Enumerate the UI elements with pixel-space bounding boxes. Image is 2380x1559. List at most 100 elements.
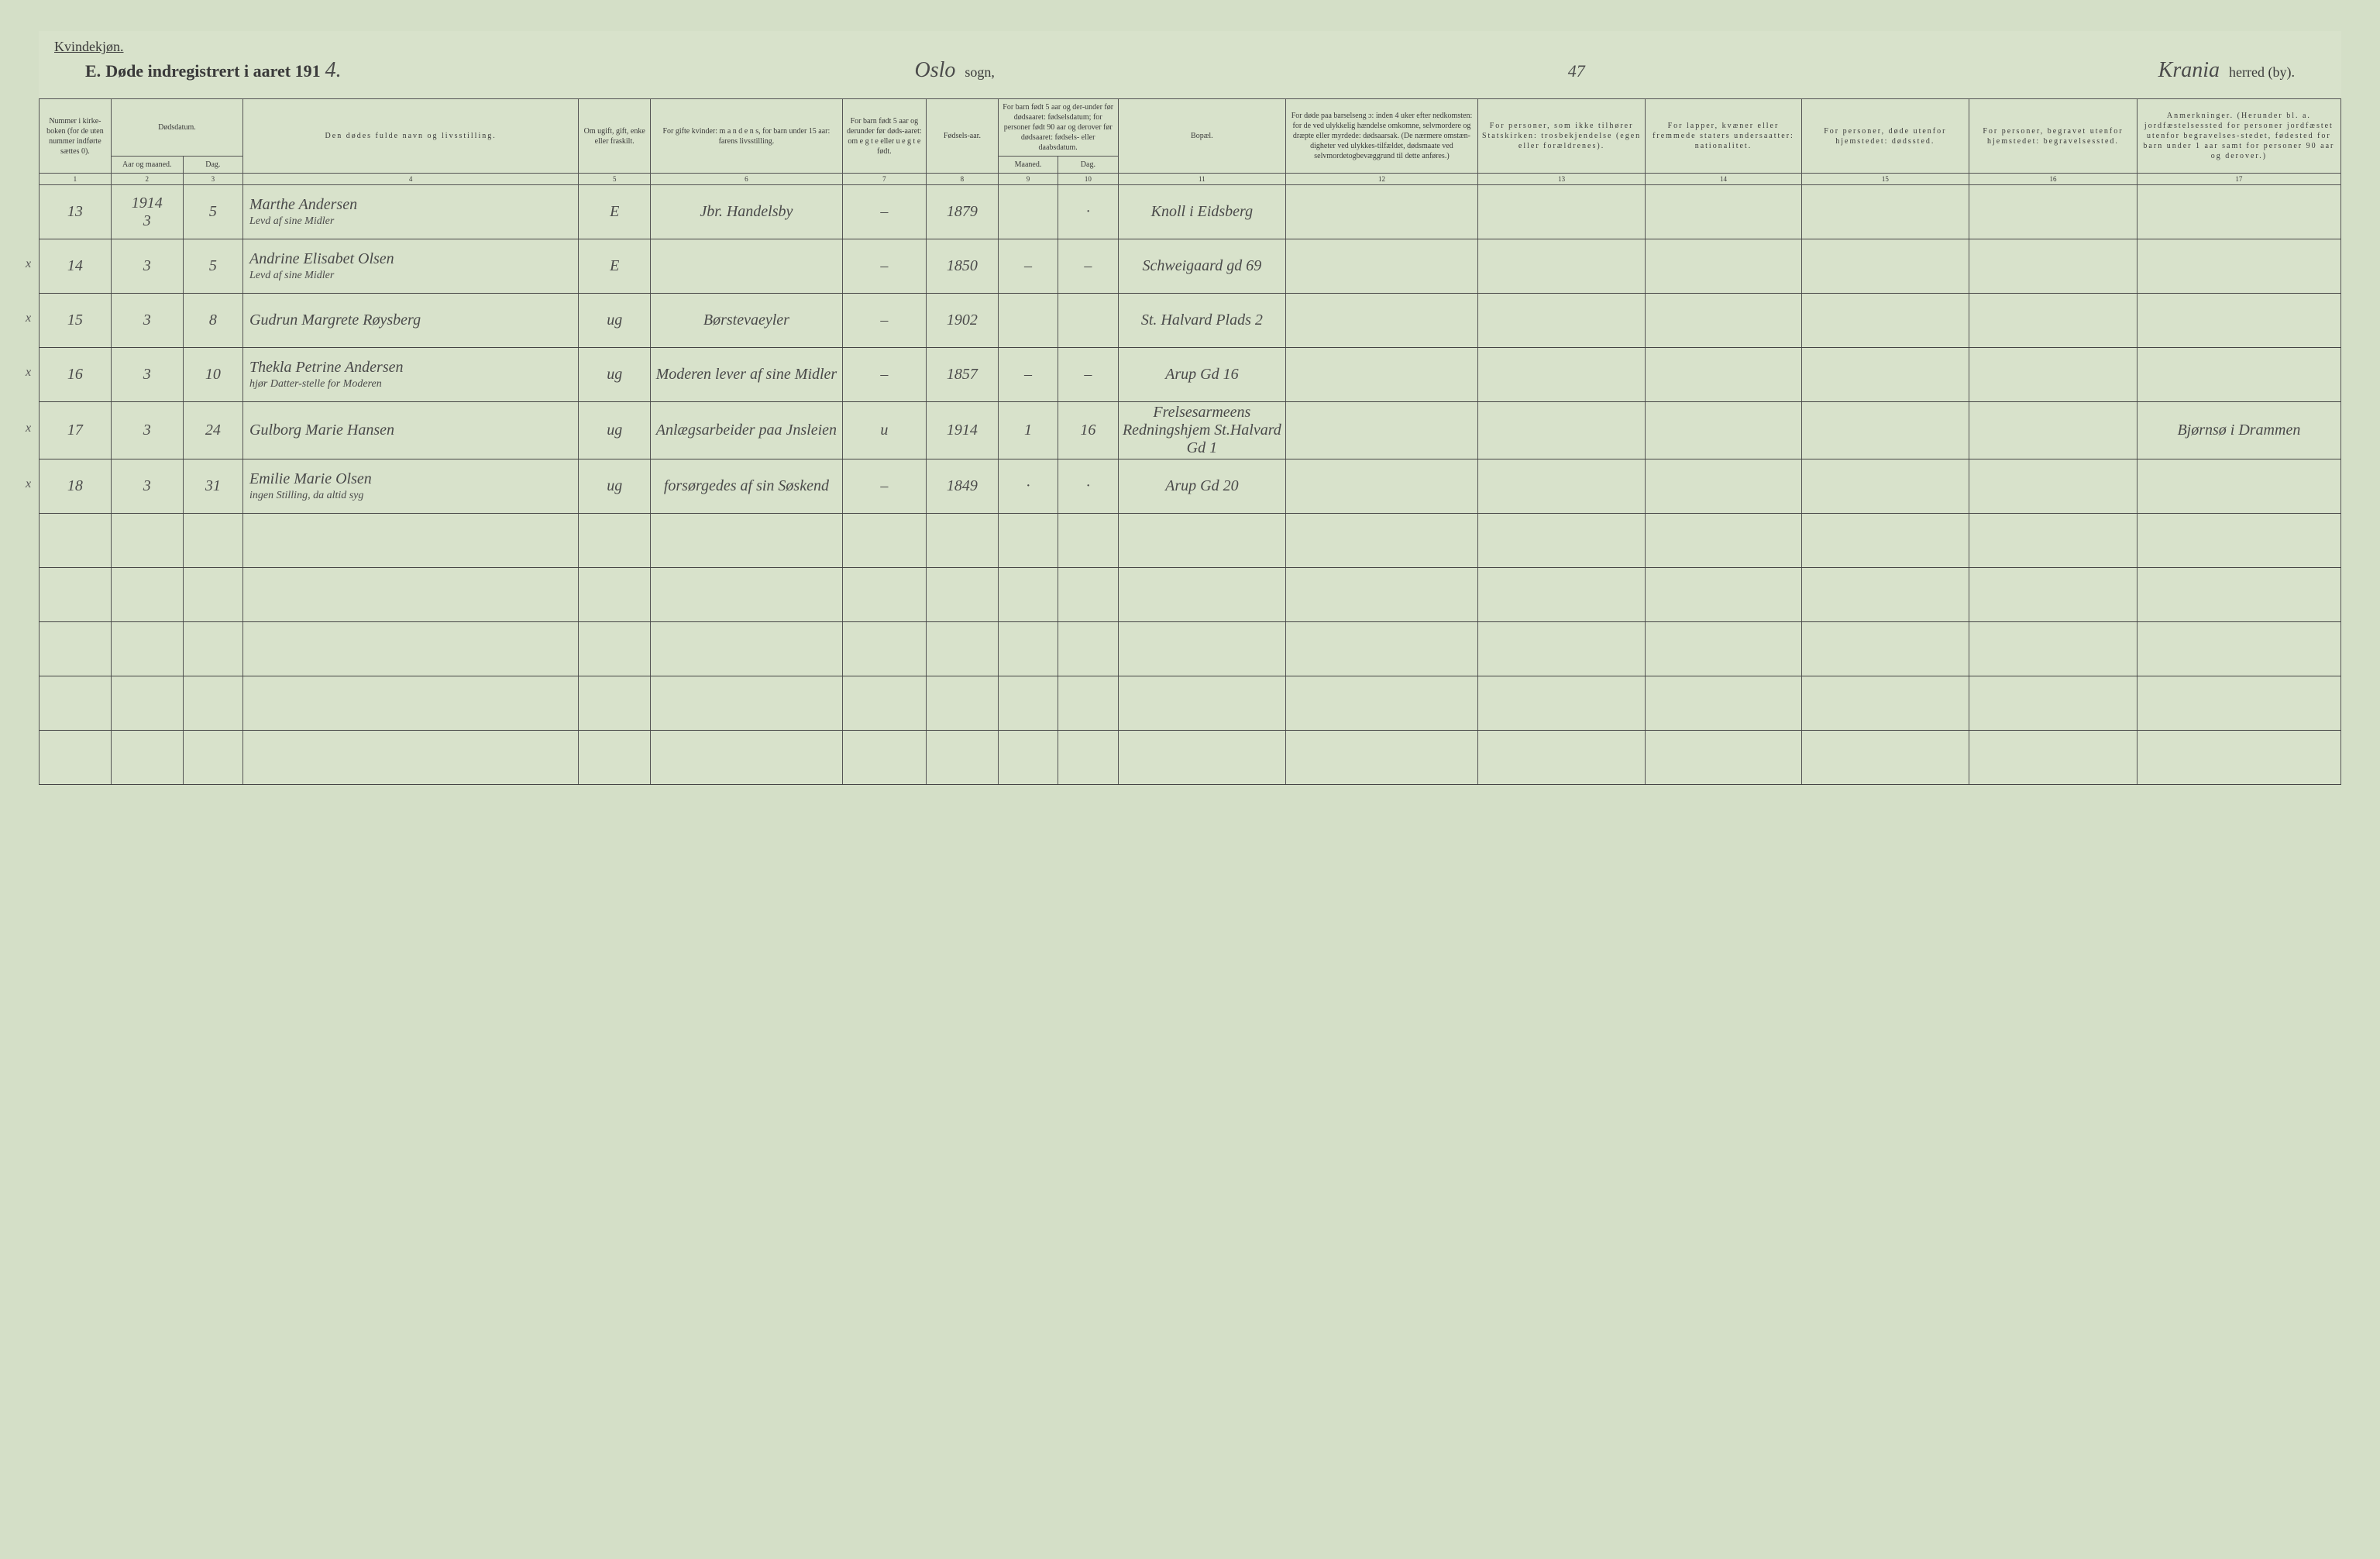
birth-year: 1914: [927, 402, 999, 459]
empty-row: [40, 568, 2341, 622]
birth-year: 1902: [927, 294, 999, 348]
gender-label: Kvindekjøn.: [54, 39, 124, 55]
row-number: x17: [40, 402, 112, 459]
mandens: forsørgedes af sin Søskend: [651, 459, 843, 514]
c17: [2137, 348, 2340, 402]
c17: [2137, 294, 2340, 348]
c16: [1969, 459, 2138, 514]
c12: [1286, 459, 1478, 514]
birth-month: [998, 294, 1058, 348]
mandens: Jbr. Handelsby: [651, 185, 843, 239]
table-row: x16310Thekla Petrine Andersenhjør Datter…: [40, 348, 2341, 402]
mandens: Børstevaeyler: [651, 294, 843, 348]
name-cell: Marthe AndersenLevd af sine Midler: [243, 185, 579, 239]
row-number: x14: [40, 239, 112, 294]
c13: [1477, 185, 1646, 239]
birth-day: ·: [1058, 185, 1118, 239]
table-header: Nummer i kirke-boken (for de uten nummer…: [40, 99, 2341, 185]
empty-row: [40, 622, 2341, 676]
c15: [1801, 459, 1969, 514]
herred-value: Krania: [2158, 58, 2220, 83]
bopael: St. Halvard Plads 2: [1118, 294, 1286, 348]
table-row: x18331Emilie Marie Olseningen Stilling, …: [40, 459, 2341, 514]
year-month: 3: [111, 402, 183, 459]
birth-day: –: [1058, 348, 1118, 402]
c12: [1286, 239, 1478, 294]
empty-row: [40, 676, 2341, 731]
table-body: 13191435Marthe AndersenLevd af sine Midl…: [40, 185, 2341, 785]
table-row: x1435Andrine Elisabet OlsenLevd af sine …: [40, 239, 2341, 294]
status: ug: [579, 402, 651, 459]
year-month: 3: [111, 348, 183, 402]
egte: –: [842, 348, 926, 402]
c15: [1801, 294, 1969, 348]
egte: –: [842, 459, 926, 514]
col-header: For personer, døde utenfor hjemstedet: d…: [1801, 99, 1969, 174]
birth-year: 1850: [927, 239, 999, 294]
name-cell: Emilie Marie Olseningen Stilling, da alt…: [243, 459, 579, 514]
col-subheader: Aar og maaned.: [111, 157, 183, 174]
year-month: 19143: [111, 185, 183, 239]
c17: [2137, 239, 2340, 294]
page-header: Kvindekjøn. E. Døde indregistrert i aare…: [39, 31, 2341, 98]
egte: u: [842, 402, 926, 459]
year-month: 3: [111, 294, 183, 348]
c14: [1646, 459, 1801, 514]
col-header: For barn født 5 aar og derunder før døds…: [842, 99, 926, 174]
name-cell: Thekla Petrine Andersenhjør Datter-stell…: [243, 348, 579, 402]
birth-year: 1879: [927, 185, 999, 239]
mandens: Anlægsarbeider paa Jnsleien: [651, 402, 843, 459]
birth-month: 1: [998, 402, 1058, 459]
c16: [1969, 239, 2138, 294]
c15: [1801, 185, 1969, 239]
title-prefix: E.: [85, 61, 101, 81]
egte: –: [842, 239, 926, 294]
row-number: x15: [40, 294, 112, 348]
c16: [1969, 348, 2138, 402]
name-cell: Gudrun Margrete Røysberg: [243, 294, 579, 348]
birth-year: 1849: [927, 459, 999, 514]
c12: [1286, 185, 1478, 239]
egte: –: [842, 294, 926, 348]
year-month: 3: [111, 459, 183, 514]
col-header: For døde paa barselseng ɔ: inden 4 uker …: [1286, 99, 1478, 174]
table-row: x1538Gudrun Margrete RøysbergugBørstevae…: [40, 294, 2341, 348]
bopael: Arup Gd 16: [1118, 348, 1286, 402]
birth-month: [998, 185, 1058, 239]
page-number: 47: [1568, 61, 1585, 81]
birth-month: –: [998, 239, 1058, 294]
title-line: E. Døde indregistrert i aaret 191 4. Osl…: [54, 58, 2326, 83]
table-row: 13191435Marthe AndersenLevd af sine Midl…: [40, 185, 2341, 239]
title-main: Døde indregistrert i aaret 191: [105, 61, 320, 81]
row-number: x18: [40, 459, 112, 514]
c13: [1477, 239, 1646, 294]
birth-day: –: [1058, 239, 1118, 294]
name-cell: Andrine Elisabet OlsenLevd af sine Midle…: [243, 239, 579, 294]
c15: [1801, 239, 1969, 294]
mandens: Moderen lever af sine Midler: [651, 348, 843, 402]
c16: [1969, 185, 2138, 239]
row-number: x16: [40, 348, 112, 402]
mandens: [651, 239, 843, 294]
c15: [1801, 402, 1969, 459]
column-number-row: 1 2 3 4 5 6 7 8 9 10 11 12 13 14 15 16 1…: [40, 174, 2341, 185]
c13: [1477, 402, 1646, 459]
col-header: Om ugift, gift, enke eller fraskilt.: [579, 99, 651, 174]
birth-year: 1857: [927, 348, 999, 402]
c14: [1646, 185, 1801, 239]
name-cell: Gulborg Marie Hansen: [243, 402, 579, 459]
c16: [1969, 294, 2138, 348]
sogn-value: Oslo: [914, 58, 955, 83]
status: E: [579, 185, 651, 239]
col-header: Dødsdatum.: [111, 99, 242, 157]
c17: [2137, 459, 2340, 514]
sogn-label: sogn,: [965, 64, 995, 81]
col-header: For gifte kvinder: m a n d e n s, for ba…: [651, 99, 843, 174]
day: 31: [183, 459, 242, 514]
year-month: 3: [111, 239, 183, 294]
empty-row: [40, 731, 2341, 785]
c15: [1801, 348, 1969, 402]
day: 5: [183, 185, 242, 239]
bopael: Schweigaard gd 69: [1118, 239, 1286, 294]
col-header: For personer, som ikke tilhører Statskir…: [1477, 99, 1646, 174]
